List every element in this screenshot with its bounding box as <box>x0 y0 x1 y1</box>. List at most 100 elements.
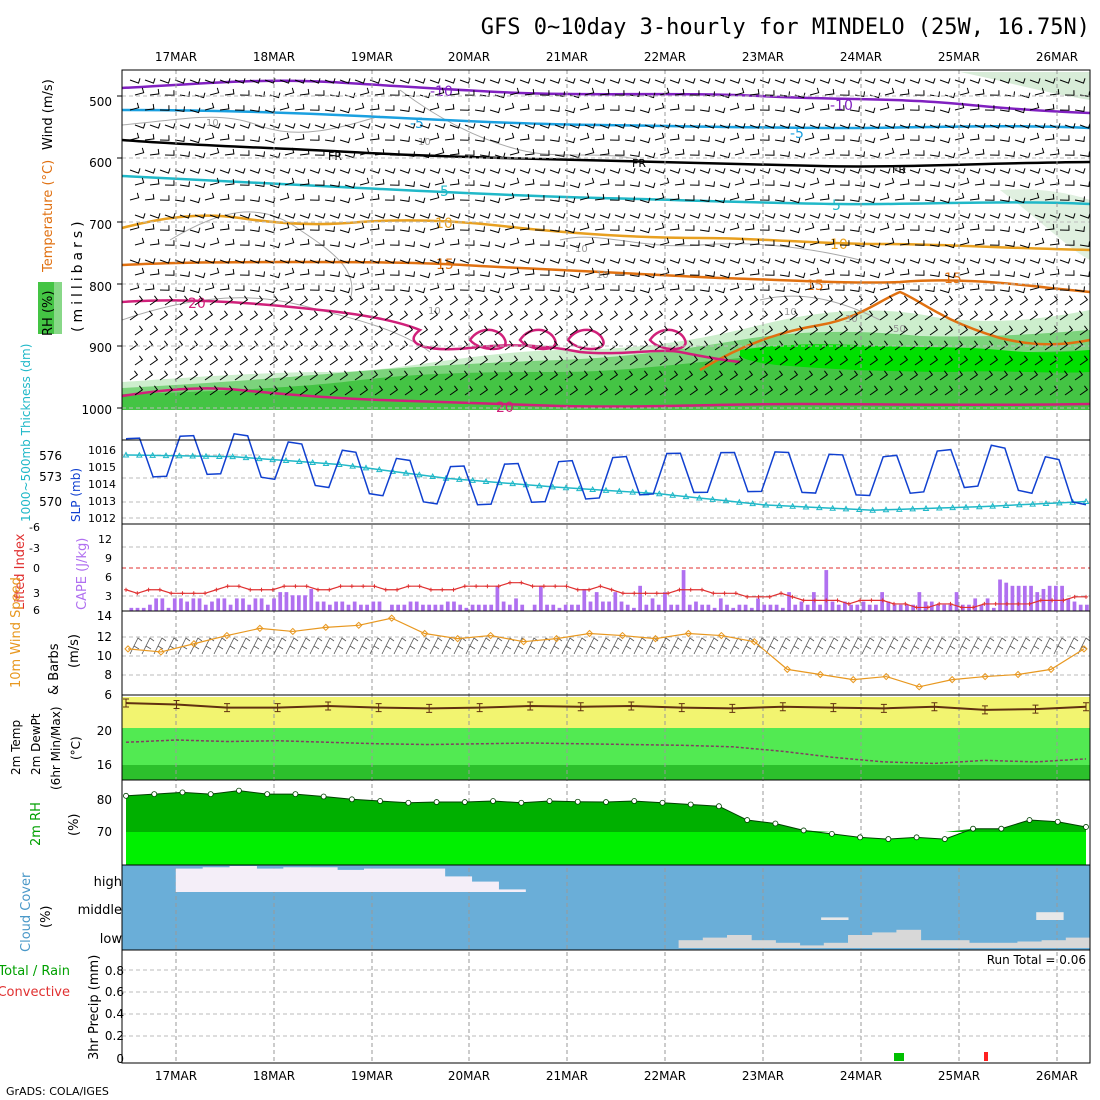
wind-barb <box>1044 168 1056 174</box>
surface-wind-barb <box>477 637 491 655</box>
cape-bar <box>1066 598 1071 611</box>
wind-barb <box>914 325 924 336</box>
cape-bar <box>718 598 723 611</box>
wind-barb <box>1064 123 1076 129</box>
wind-barb <box>894 258 906 264</box>
wind-barb <box>629 181 640 187</box>
wind-barb <box>149 123 161 129</box>
cape-bar <box>179 598 183 611</box>
wind-barb <box>974 238 985 246</box>
wind-barb <box>684 168 696 174</box>
wind-barb <box>789 370 799 381</box>
wind-barb <box>884 325 894 336</box>
wind-barb <box>519 258 531 264</box>
rh-marker <box>207 791 214 798</box>
wind-barb <box>284 147 295 156</box>
li-marker <box>361 584 366 589</box>
wind-barb <box>1079 151 1090 157</box>
wind-barb <box>1019 355 1029 366</box>
wind-barb <box>839 150 850 156</box>
surface-wind-barb <box>381 637 395 655</box>
panel-2m-rh: 80 70 2m RH (%) <box>29 793 112 846</box>
wind-barb <box>279 132 290 141</box>
wind-barb <box>414 227 426 234</box>
wind-barb <box>914 123 926 129</box>
wind-barb <box>449 355 459 366</box>
rh-marker <box>716 803 722 810</box>
wind-barb <box>144 370 154 381</box>
bottom-date-label: 22MAR <box>644 1069 686 1083</box>
wind-barb <box>404 325 414 336</box>
wind-barb <box>924 196 935 202</box>
wind-barb <box>1034 325 1044 336</box>
wind-barb <box>959 147 970 156</box>
wind-barb <box>359 325 369 336</box>
middle-cloud-block <box>1036 912 1064 920</box>
cape-bar <box>154 598 158 611</box>
high-cloud-block <box>417 868 446 892</box>
wind-barb <box>294 283 305 291</box>
wind-barb <box>324 286 335 292</box>
low-cloud-block <box>702 937 728 948</box>
y-tick-label: 6 <box>104 688 112 702</box>
cape-bar <box>557 607 562 611</box>
wind-barb <box>549 226 560 232</box>
bottom-date-label: 23MAR <box>742 1069 784 1083</box>
contour-label: 10 <box>596 270 609 281</box>
li-marker <box>316 587 320 592</box>
li-marker <box>508 580 512 585</box>
surface-wind-barb <box>285 637 299 655</box>
wind-barb <box>894 340 904 351</box>
wind-barb <box>359 355 369 366</box>
cape-bar <box>731 607 736 611</box>
wind-barb <box>864 168 876 174</box>
wind-barb <box>554 355 564 366</box>
wind-barb <box>234 225 245 231</box>
axis-label-cape: CAPE (J/kg) <box>75 538 90 610</box>
wind-barb <box>134 147 145 156</box>
wind-barb <box>1014 340 1024 351</box>
wind-barb <box>1029 78 1041 84</box>
wind-barb <box>594 310 604 321</box>
wind-barb <box>914 180 925 186</box>
wind-barb <box>1044 78 1056 84</box>
wind-barb <box>159 225 170 231</box>
rh-marker <box>1026 817 1033 823</box>
wind-barb <box>879 168 891 174</box>
wind-speed-marker <box>816 670 824 679</box>
wind-barb <box>579 310 589 321</box>
y-tick-label: 3 <box>33 587 40 600</box>
rh-marker <box>998 825 1005 832</box>
wind-barb <box>419 295 429 306</box>
panel-cloud-cover: high middle low Cloud Cover (%) <box>19 872 122 952</box>
wind-barb <box>234 285 245 291</box>
wind-barb <box>689 123 701 129</box>
wind-barb <box>164 295 174 306</box>
y-tick-label: 500 <box>89 95 112 109</box>
cape-bar <box>272 598 276 611</box>
wind-barb <box>299 123 311 129</box>
wind-barb <box>144 283 155 291</box>
wind-barb <box>804 78 816 84</box>
wind-barb <box>759 370 769 381</box>
surface-wind-barb <box>657 637 671 655</box>
precip-convective-bar <box>984 1052 988 1061</box>
wind-barb <box>429 132 440 141</box>
wind-barb <box>314 180 325 186</box>
y-tick-label: 14 <box>97 609 112 623</box>
thickness-marker <box>855 506 863 513</box>
li-marker <box>406 584 411 589</box>
wind-barb <box>674 178 685 186</box>
wind-barb <box>714 370 724 381</box>
slp-line <box>125 432 1087 506</box>
wind-barb <box>749 148 760 156</box>
p7-y-axis: high middle low <box>78 875 123 947</box>
wind-barb <box>749 355 759 366</box>
wind-barb <box>569 295 579 306</box>
wind-barb <box>824 355 834 366</box>
wind-barb <box>924 370 934 381</box>
axis-label-slp: SLP (mb) <box>69 468 83 522</box>
wind-barb <box>399 196 410 202</box>
cape-bar <box>303 595 307 611</box>
y-tick-label: 900 <box>89 341 112 355</box>
